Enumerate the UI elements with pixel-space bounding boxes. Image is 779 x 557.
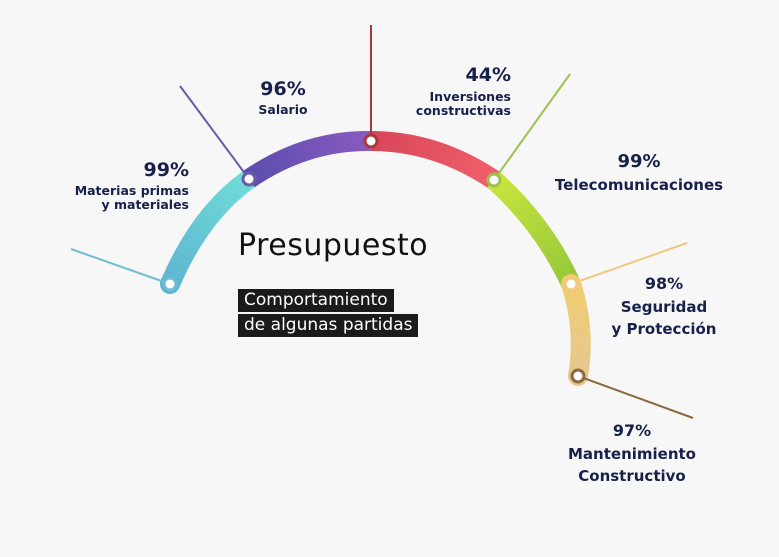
value-inversiones: 44% [465, 64, 511, 86]
node-seguridad [563, 276, 579, 292]
node-salario [241, 171, 257, 187]
value-seguridad: 98% [644, 274, 684, 293]
node-inversiones [363, 133, 379, 149]
leader-line-telecom [493, 73, 571, 181]
arc-segment-materias [160, 169, 259, 294]
label-seguridad: 98% Seguridad y Protección [598, 275, 730, 340]
label-materias: 99% Materias primas y materiales [74, 159, 189, 213]
leader-line-mantenimiento [577, 375, 694, 419]
value-mantenimiento: 97% [612, 421, 652, 440]
label-telecom: 99% Telecomunicaciones [544, 151, 734, 195]
name-mantenimiento: Mantenimiento Constructivo [568, 444, 696, 485]
value-telecom: 99% [617, 151, 661, 172]
subtitle-line-2: de algunas partidas [238, 314, 419, 337]
leader-line-seguridad [570, 242, 688, 285]
name-salario: Salario [258, 102, 308, 118]
name-telecom: Telecomunicaciones [554, 176, 724, 195]
label-inversiones: 44% Inversiones constructivas [415, 64, 511, 119]
subtitle-line-1: Comportamiento [238, 289, 394, 312]
name-materias: Materias primas y materiales [74, 183, 189, 213]
arc-segment-telecom [487, 172, 581, 289]
node-mantenimiento [570, 368, 586, 384]
value-salario: 96% [260, 78, 306, 100]
leader-line-salario [179, 85, 250, 180]
name-seguridad: Seguridad y Protección [611, 297, 717, 338]
value-materias: 99% [143, 159, 189, 181]
node-materias [162, 276, 178, 292]
arc-segment-inversiones [370, 131, 500, 189]
leader-line-materias [70, 248, 171, 285]
node-telecom [486, 172, 502, 188]
label-salario: 96% Salario [238, 78, 328, 118]
label-mantenimiento: 97% Mantenimiento Constructivo [552, 422, 712, 487]
diagram-title: Presupuesto [238, 228, 429, 263]
name-inversiones: Inversiones constructivas [415, 89, 511, 119]
arc-segment-seguridad [561, 274, 591, 386]
arc-segment-salario [243, 130, 372, 188]
